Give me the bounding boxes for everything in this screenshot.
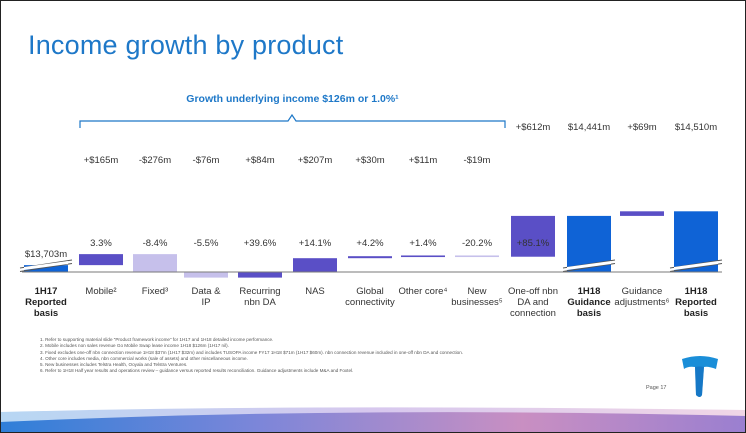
growth-bracket <box>79 113 506 128</box>
pct-label-7: +1.4% <box>409 238 437 249</box>
footnotes: 1. Refer to supporting material slide “P… <box>40 337 680 375</box>
bar-0 <box>24 265 68 272</box>
value-label-10: $14,441m <box>568 122 610 133</box>
value-label-0: $13,703m <box>25 249 67 260</box>
value-label-7: +$11m <box>409 155 438 166</box>
value-label-9: +$612m <box>516 122 551 133</box>
category-label-10: basis <box>577 308 601 319</box>
pct-label-5: +14.1% <box>299 238 332 249</box>
category-label-9: One-off nbn <box>508 286 558 297</box>
category-label-10: Guidance <box>567 297 610 308</box>
category-label-9: DA and <box>517 297 548 308</box>
category-label-4: nbn DA <box>244 297 276 308</box>
value-label-1: +$165m <box>84 155 119 166</box>
category-label-8: businesses⁵ <box>451 297 503 308</box>
axis-break-10-b <box>562 263 616 272</box>
category-label-9: connection <box>510 308 556 319</box>
category-label-12: 1H18 <box>685 286 708 297</box>
category-label-7: Other core⁴ <box>399 286 448 297</box>
telstra-logo-icon <box>682 356 718 397</box>
bar-9 <box>511 215 555 257</box>
bar-6 <box>348 256 392 259</box>
bar-3 <box>184 272 228 278</box>
category-label-12: basis <box>684 308 708 319</box>
page-title: Income growth by product <box>28 30 344 60</box>
footnote: 5. New businesses includes Telstra Healt… <box>40 362 188 368</box>
axis-break-0-b <box>19 263 73 272</box>
value-label-8: -$19m <box>464 155 491 166</box>
axis-break-gap-0 <box>24 261 68 270</box>
growth-bracket-label: Growth underlying income $126m or 1.0%¹ <box>186 93 399 105</box>
pct-label-8: -20.2% <box>462 238 493 249</box>
inner-label-10: basis <box>580 168 598 177</box>
value-label-12: $14,510m <box>675 122 717 133</box>
category-label-1: Mobile² <box>85 286 116 297</box>
inner-label-12: basis <box>687 168 705 177</box>
bar-4 <box>238 272 282 278</box>
category-label-11: Guidance <box>622 286 663 297</box>
category-label-5: NAS <box>305 286 325 297</box>
category-label-11: adjustments⁶ <box>614 297 669 308</box>
bar-2 <box>133 254 177 273</box>
axis-break-gap-12 <box>674 261 718 270</box>
category-label-0: Reported <box>25 297 67 308</box>
axis-break-12-b <box>669 263 723 272</box>
category-label-6: Global <box>356 286 383 297</box>
footnote: 3. Fixed excludes one-off nbn connection… <box>40 349 464 355</box>
value-label-2: -$276m <box>139 155 171 166</box>
category-label-12: Reported <box>675 297 717 308</box>
decorative-band <box>0 407 746 433</box>
value-label-5: +$207m <box>298 155 333 166</box>
category-label-3: IP <box>202 297 211 308</box>
inner-label-10: +5.4% <box>578 150 600 159</box>
waterfall-chart: $13,703m1H17Reportedbasis+$165m3.3%Mobil… <box>19 122 723 319</box>
page-number: Page 17 <box>646 385 667 391</box>
footnote: 6. Refer to 1H18 Half year results and o… <box>40 368 354 374</box>
value-label-6: +$30m <box>355 155 384 166</box>
category-label-3: Data & <box>191 286 221 297</box>
bar-7 <box>401 255 445 258</box>
pct-label-4: +39.6% <box>244 238 277 249</box>
category-label-8: New <box>467 286 486 297</box>
bar-11 <box>620 211 664 216</box>
bar-8 <box>455 255 499 258</box>
value-label-4: +$84m <box>245 155 274 166</box>
footnote: 2. Mobile includes non sales revenue Go … <box>40 343 229 349</box>
category-label-6: connectivity <box>345 297 395 308</box>
footnote: 1. Refer to supporting material slide “P… <box>40 337 274 342</box>
bar-5 <box>293 258 337 272</box>
pct-label-6: +4.2% <box>356 238 384 249</box>
value-label-3: -$76m <box>193 155 220 166</box>
axis-break-gap-10 <box>567 261 611 270</box>
category-label-4: Recurring <box>239 286 280 297</box>
category-label-2: Fixed³ <box>142 286 168 297</box>
pct-label-1: 3.3% <box>90 238 112 249</box>
category-label-0: basis <box>34 308 58 319</box>
inner-label-12: +5.9% <box>685 150 707 159</box>
value-label-11: +$69m <box>627 122 656 133</box>
pct-label-3: -5.5% <box>194 238 219 249</box>
pct-label-2: -8.4% <box>143 238 168 249</box>
footnote: 4. Other core includes media, nbn commer… <box>40 355 248 361</box>
pct-label-9: +85.1% <box>517 238 550 249</box>
inner-label-12: Reported <box>681 159 712 168</box>
bar-1 <box>79 254 123 266</box>
inner-label-10: Guidance <box>573 159 605 168</box>
category-label-0: 1H17 <box>35 286 58 297</box>
category-label-10: 1H18 <box>578 286 601 297</box>
